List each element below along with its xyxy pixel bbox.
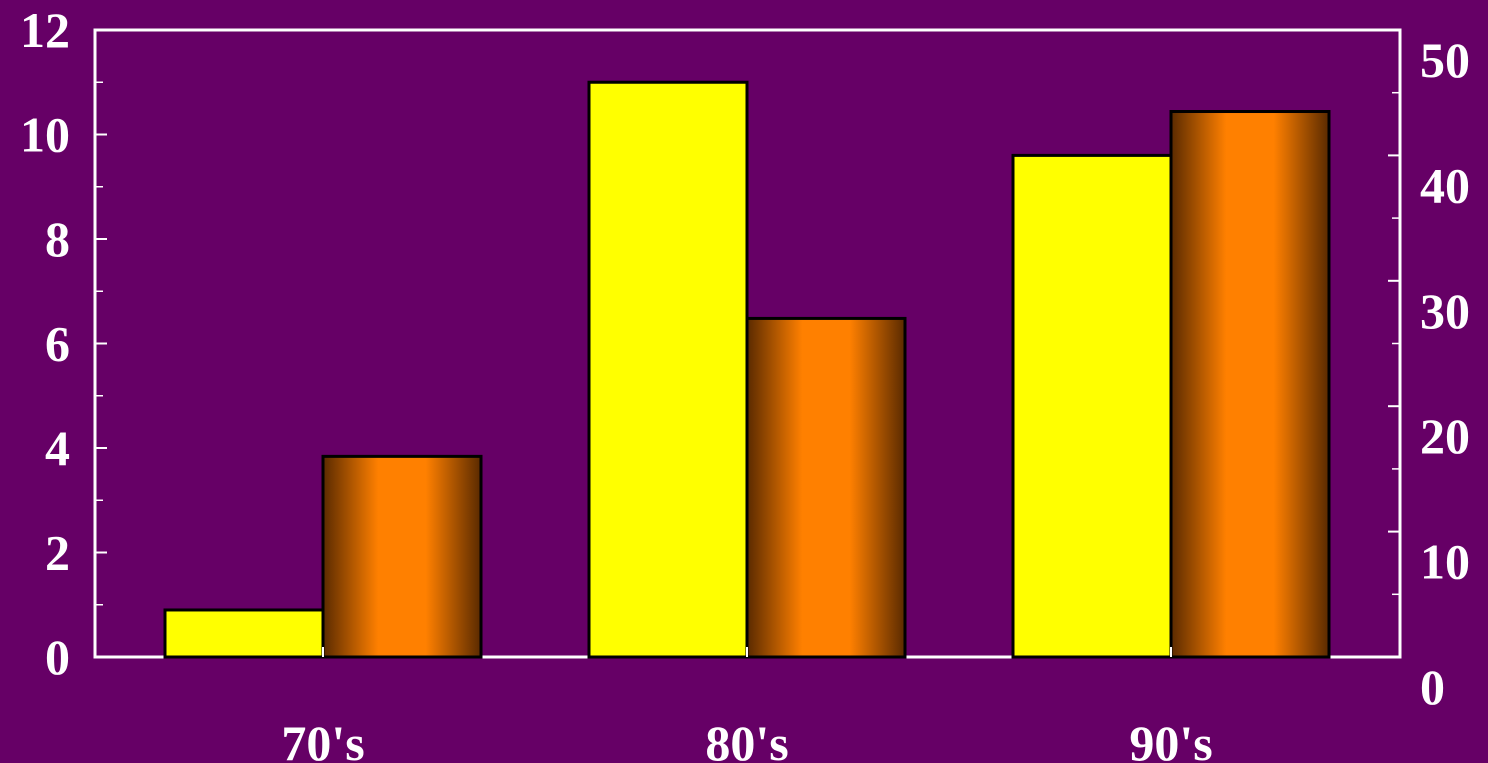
bar-right-1 bbox=[745, 316, 907, 659]
bars-group bbox=[163, 80, 1331, 659]
bar-left-2 bbox=[1011, 153, 1173, 659]
left-tick-label: 4 bbox=[45, 420, 70, 476]
right-tick-label: 0 bbox=[1420, 659, 1445, 715]
bar-right-0 bbox=[321, 454, 483, 659]
left-tick-label: 8 bbox=[45, 211, 70, 267]
left-tick-label: 6 bbox=[45, 316, 70, 372]
right-tick-label: 10 bbox=[1420, 534, 1470, 590]
left-tick-label: 10 bbox=[20, 107, 70, 163]
right-y-axis: 0 10 20 30 40 50 bbox=[1388, 29, 1470, 715]
left-tick-label: 2 bbox=[45, 525, 70, 581]
right-tick-label: 50 bbox=[1420, 32, 1470, 88]
x-axis: 70's 80's 90's bbox=[281, 647, 1213, 763]
x-category-label: 90's bbox=[1129, 715, 1212, 763]
left-tick-label: 0 bbox=[45, 629, 70, 685]
right-tick-label: 40 bbox=[1420, 157, 1470, 213]
bar-left-0 bbox=[163, 608, 325, 659]
right-tick-label: 30 bbox=[1420, 283, 1470, 339]
right-tick-label: 20 bbox=[1420, 408, 1470, 464]
bar-left-1 bbox=[587, 80, 749, 659]
x-category-label: 80's bbox=[705, 715, 788, 763]
bar-right-2 bbox=[1169, 110, 1331, 659]
left-y-axis: 0 2 4 6 8 10 12 bbox=[20, 2, 107, 685]
left-tick-label: 12 bbox=[20, 2, 70, 58]
x-category-label: 70's bbox=[281, 715, 364, 763]
